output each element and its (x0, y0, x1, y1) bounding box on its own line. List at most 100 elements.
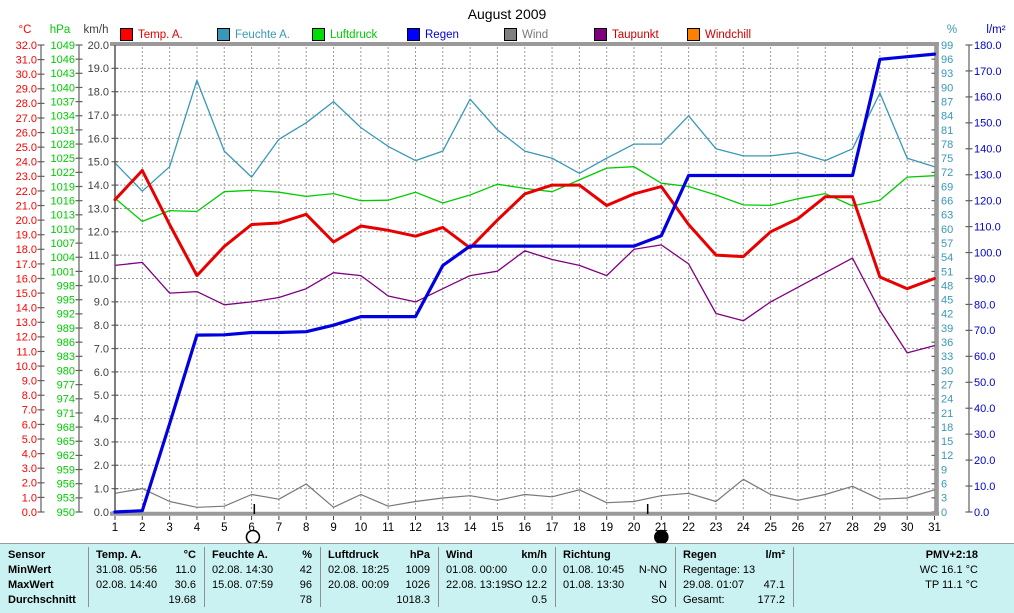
series-regen-line (113, 52, 937, 514)
rain-tick-label: 110.0 (974, 221, 1001, 233)
temperature-tick-label: 1.0 (22, 492, 37, 504)
humidity-tick-label: 93 (941, 68, 953, 80)
temperature-axis: 0.0 1.0 2.0 3.0 4.0 5.0 6.0 7.0 8.0 9.0 10.0 11.0 12… (16, 40, 45, 519)
temperature-tick-label: 30.0 (16, 69, 37, 81)
pressure-tick-label: 965 (57, 436, 75, 448)
temperature-tick-label: 17.0 (16, 259, 37, 271)
legend-label: Luftdruck (330, 28, 378, 41)
stat-timestamp: 01.08. 00:00 (446, 564, 508, 576)
pressure-tick-label: 1025 (51, 153, 75, 165)
rain-tick-label: 80.0 (974, 299, 995, 311)
legend-label: Regen (425, 28, 459, 41)
x-axis-day-label: 2 (139, 522, 145, 534)
rain-tick-label: 160.0 (974, 92, 1002, 104)
temperature-tick-label: 4.0 (22, 448, 37, 460)
pressure-tick-label: 983 (57, 351, 75, 363)
x-axis-day-label: 9 (330, 522, 336, 534)
temperature-tick-label: 14.0 (16, 303, 37, 315)
temperature-tick-label: 13.0 (16, 317, 37, 329)
pressure-axis: 950 953 956 959 962 965 968 971 974 977 980 983 986 9… (51, 40, 83, 519)
pressure-tick-label: 1046 (51, 54, 75, 66)
column-header: Luftdruck (328, 549, 379, 561)
wind-tick-label: 8.0 (94, 320, 109, 332)
legend-item-wind: Wind (504, 28, 548, 41)
pressure-tick-label: 959 (57, 464, 75, 476)
stat-timestamp: 02.08. 18:25 (328, 564, 390, 576)
x-axis-day-label: 17 (546, 522, 559, 534)
temperature-tick-label: 8.0 (22, 390, 37, 402)
legend-swatch-icon (594, 28, 607, 41)
column-unit: °C (183, 549, 196, 561)
humidity-tick-label: 78 (941, 139, 953, 151)
humidity-tick-label: 54 (941, 252, 953, 264)
stat-value: 0.0 (531, 564, 547, 576)
rain-tick-label: 40.0 (974, 403, 995, 415)
row-label: Sensor (8, 549, 46, 561)
stat-value: 0.5 (531, 594, 547, 606)
humidity-tick-label: 6 (941, 479, 947, 491)
humidity-tick-label: 66 (941, 196, 953, 208)
chart-title: August 2009 (467, 6, 547, 22)
legend-swatch-icon (504, 28, 517, 41)
wind-tick-label: 6.0 (94, 367, 109, 379)
humidity-tick-label: 36 (941, 337, 953, 349)
wind-tick-label: 5.0 (94, 390, 109, 402)
x-axis-day-label: 19 (600, 522, 613, 534)
stat-timestamp: 20.08. 00:09 (328, 579, 390, 591)
legend-label: Wind (522, 28, 549, 41)
pressure-tick-label: 1022 (51, 167, 75, 179)
humidity-tick-label: 84 (941, 111, 953, 123)
humidity-tick-label: 72 (941, 167, 953, 179)
wind-tick-label: 20.0 (88, 40, 109, 52)
x-axis-day-label: 23 (710, 522, 723, 534)
x-axis-day-label: 1 (112, 522, 118, 534)
stat-value: 30.6 (174, 579, 196, 591)
full-moon-icon (245, 504, 261, 543)
wind-tick-label: 9.0 (94, 297, 109, 309)
temperature-tick-label: 32.0 (16, 40, 37, 52)
temperature-tick-label: 27.0 (16, 113, 37, 125)
wind-tick-label: 3.0 (94, 437, 109, 449)
x-axis-day-label: 11 (382, 522, 394, 534)
legend-item-feuchte-a-: Feuchte A. (217, 28, 290, 41)
table-separator (555, 547, 556, 607)
column-header: Richtung (563, 549, 611, 561)
x-axis-day-label: 18 (573, 522, 586, 534)
axis-header-right-0: % (946, 24, 958, 36)
series-temp-a--line (113, 169, 936, 291)
stat-value: N-NO (638, 564, 667, 576)
stat-timestamp: 01.08. 13:30 (563, 579, 625, 591)
x-axis-day-label: 27 (819, 522, 832, 534)
humidity-tick-label: 60 (941, 224, 953, 236)
pressure-tick-label: 977 (57, 379, 75, 391)
humidity-tick-label: 75 (941, 153, 953, 165)
pressure-tick-label: 1010 (51, 224, 75, 236)
humidity-tick-label: 90 (941, 82, 953, 94)
pressure-tick-label: 1019 (51, 181, 75, 193)
temperature-tick-label: 11.0 (16, 346, 37, 358)
stat-timestamp: 29.08. 01:07 (683, 579, 745, 591)
row-label: Durchschnitt (8, 594, 76, 606)
stat-value: SO 12.2 (506, 579, 547, 591)
legend-swatch-icon (312, 28, 325, 41)
pressure-tick-label: 971 (57, 408, 75, 420)
rain-tick-label: 60.0 (974, 351, 995, 363)
legend-item-luftdruck: Luftdruck (312, 28, 377, 41)
series-luftdruck-line (114, 166, 936, 223)
rain-tick-label: 170.0 (974, 66, 1002, 78)
grid (116, 47, 934, 511)
stat-value: SO (651, 594, 667, 606)
x-axis-day-label: 31 (928, 522, 941, 534)
wind-tick-label: 15.0 (88, 157, 109, 169)
pressure-tick-label: 962 (57, 450, 75, 462)
pressure-tick-label: 1049 (51, 40, 75, 52)
weather-chart: 0.01.02.03.04.05.06.07.08.09.010.011.012… (16, 40, 1002, 543)
temperature-tick-label: 26.0 (16, 127, 37, 139)
axis-header-left-0: °C (18, 24, 32, 36)
x-axis-day-label: 12 (409, 522, 422, 534)
temperature-tick-label: 20.0 (16, 215, 37, 227)
stat-value: 1026 (405, 579, 430, 591)
pressure-tick-label: 1001 (51, 266, 75, 278)
temperature-tick-label: 25.0 (16, 142, 37, 154)
x-axis-day-label: 8 (303, 522, 309, 534)
